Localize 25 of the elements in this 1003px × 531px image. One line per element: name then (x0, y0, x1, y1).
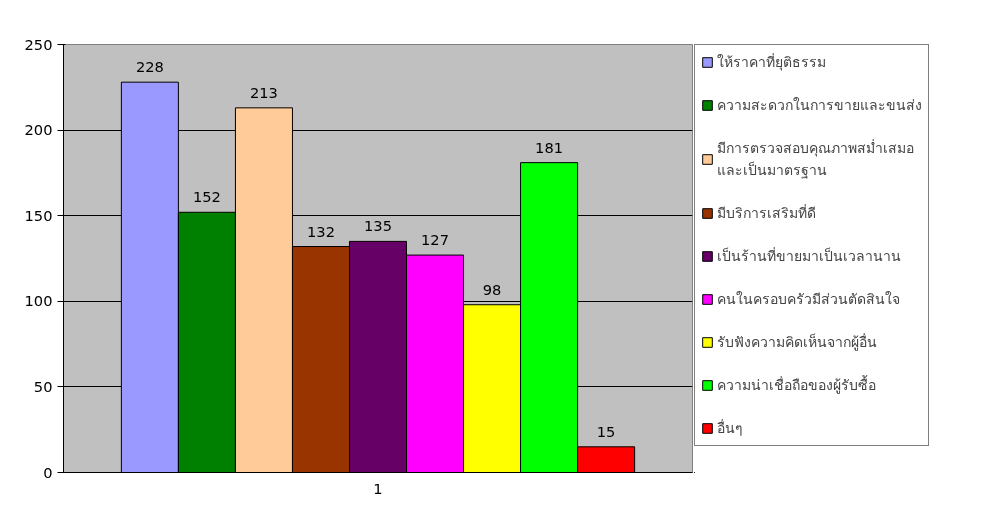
legend-label: คนในครอบครัวมีส่วนตัดสินใจ (717, 290, 900, 309)
data-label: 152 (192, 188, 221, 206)
y-tick-label: 250 (24, 35, 53, 53)
data-label: 181 (535, 138, 564, 156)
legend-label: มีการตรวจสอบคุณภาพสม่ำเสมอ และเป็นมาตรฐาน (717, 138, 914, 181)
data-label: 213 (249, 83, 278, 101)
legend-label: เป็นร้านที่ขายมาเป็นเวลานาน (717, 246, 901, 266)
y-tick-label: 0 (43, 463, 53, 481)
y-tick-label: 200 (24, 121, 53, 139)
legend-label: ความสะดวกในการขายและขนส่ง (717, 96, 922, 115)
data-label: 98 (482, 280, 502, 298)
legend-label: ให้ราคาที่ยุติธรรม (717, 52, 826, 73)
data-label: 132 (306, 222, 335, 240)
y-tick-label: 100 (24, 292, 53, 310)
data-label: 135 (364, 217, 392, 235)
y-tick-label: 50 (33, 377, 53, 395)
legend-label: อื่นๆ (717, 418, 743, 438)
y-tick-label: 150 (24, 206, 53, 224)
legend-label: รับฟังความคิดเห็นจากผู้อื่น (717, 332, 877, 353)
data-label: 127 (421, 231, 450, 249)
data-label: 15 (596, 422, 616, 440)
legend-label: มีบริการเสริมที่ดี (717, 203, 816, 223)
legend-label: ความน่าเชื่อถือของผู้รับซื้อ (717, 374, 876, 396)
data-label: 228 (135, 58, 164, 76)
x-tick-label: 1 (373, 479, 383, 497)
